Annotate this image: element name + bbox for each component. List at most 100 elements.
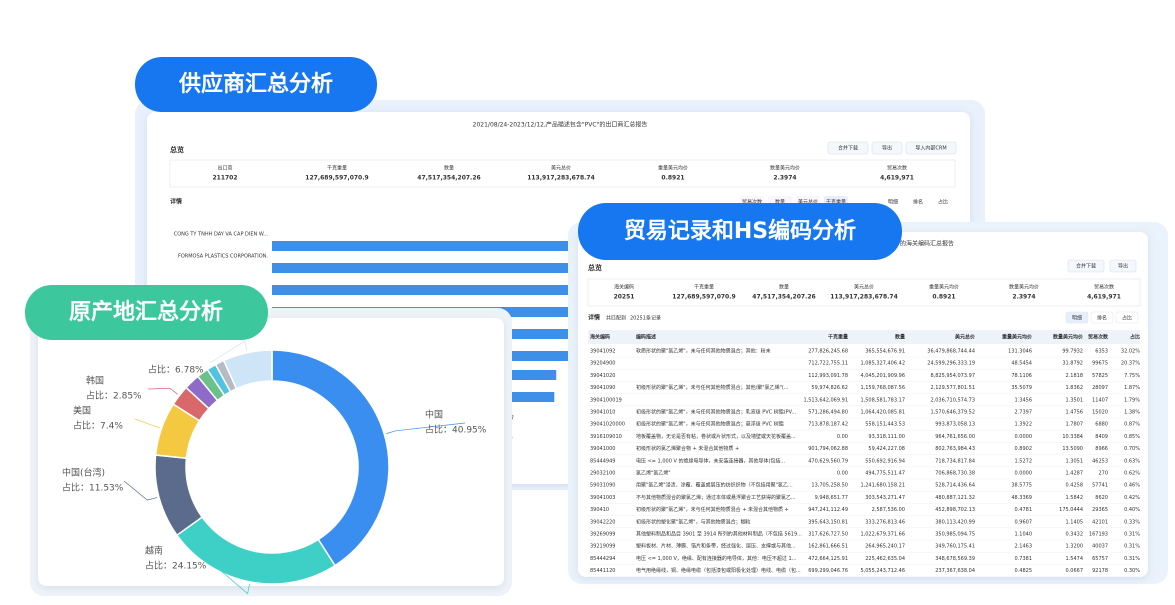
origin-panel: 中国占比：40.95%越南占比：24.15%中国(台湾)占比：11.53%美国占… — [30, 308, 512, 596]
table-cell: 8620 — [1095, 495, 1108, 501]
table-cell: 39269099 — [590, 532, 615, 538]
tab-label[interactable]: 数量 — [775, 199, 785, 206]
view-button[interactable]: 排名 — [913, 199, 923, 206]
button-label[interactable]: 导出 — [1118, 263, 1128, 270]
table-cell: 237,367,638.04 — [935, 568, 975, 574]
button-label[interactable]: 导入内部CRM — [915, 145, 946, 152]
table-cell: 初级形状的塑化聚"氯乙烯"，与其他物质混合；糊粒 — [636, 518, 751, 525]
table-cell: 0.31% — [1124, 544, 1140, 550]
view-button[interactable] — [1115, 311, 1139, 324]
table-cell: 390410 — [590, 507, 609, 513]
view-button[interactable]: 明细 — [888, 199, 898, 206]
table-cell: 452,898,702.13 — [935, 507, 975, 513]
stat-value: 4,619,971 — [1087, 294, 1121, 301]
button[interactable] — [1109, 259, 1137, 273]
table-cell: 4,045,201,909.96 — [860, 373, 905, 379]
table-cell: 712,722,755.11 — [808, 361, 848, 367]
table-cell: 1.3501 — [1066, 397, 1084, 403]
stat-value: 0.8921 — [932, 294, 955, 301]
slice-name: 中国(台湾) — [62, 467, 105, 479]
view-button[interactable]: 占比 — [938, 199, 948, 206]
view-label[interactable]: 占比 — [1122, 315, 1132, 322]
table-cell: 162,861,666.51 — [808, 544, 848, 550]
table-cell: 901,794,062.88 — [808, 446, 848, 452]
slice-value: 占比：6.78% — [148, 364, 204, 376]
bar-label: CONG TY TNHH DAY VA CAP DIEN W... — [174, 232, 269, 238]
table-cell: 365,554,676.91 — [865, 349, 905, 355]
table-cell: 1,159,768,087.56 — [860, 385, 905, 391]
tab-label[interactable]: 美元总价 — [798, 199, 818, 206]
slice-name: 中国 — [425, 409, 443, 421]
button-label[interactable]: 合并下载 — [1076, 263, 1096, 270]
table-cell: 558,151,443.53 — [865, 422, 905, 428]
view-button[interactable] — [1065, 311, 1089, 324]
table-cell: 初级形状的聚"氯乙烯"，未与任何其他物质混合；乳液级 PVC 树脂(PV... — [636, 409, 797, 416]
button[interactable] — [1067, 259, 1105, 273]
button-label[interactable]: 合并下载 — [838, 145, 858, 152]
table-cell: 2.1818 — [1066, 373, 1084, 379]
badge-bg — [578, 203, 902, 260]
button[interactable] — [827, 141, 869, 155]
table-cell: 699,299,046.76 — [808, 568, 848, 574]
table-cell: 39042220 — [590, 519, 615, 525]
table-cell: 1.4756 — [1066, 410, 1084, 416]
stat-value: 20251 — [614, 294, 635, 301]
slice-value: 占比：24.15% — [145, 560, 207, 572]
table-cell: 167193 — [1089, 532, 1108, 538]
table-cell: 39041000 — [590, 446, 615, 452]
table-cell: 13.5090 — [1062, 446, 1083, 452]
table-cell: 0.63% — [1124, 458, 1140, 464]
table-cell: 0.8902 — [1015, 446, 1033, 452]
view-label[interactable]: 排名 — [1097, 315, 1107, 322]
table-header: 数量美元均价 — [1053, 334, 1084, 341]
view-label[interactable]: 明细 — [1072, 315, 1082, 322]
table-cell: 0.3432 — [1066, 532, 1084, 538]
table-cell: 303,543,271.47 — [865, 495, 905, 501]
table-cell: 1,570,646,379.52 — [930, 410, 975, 416]
table-cell: 57741 — [1092, 483, 1108, 489]
tab-label[interactable]: 贸易次数 — [742, 199, 762, 206]
slice-value: 占比：7.4% — [73, 420, 123, 432]
view-button[interactable] — [1090, 311, 1114, 324]
table-cell: 494,775,511.47 — [865, 471, 905, 477]
table-cell: 0.00 — [837, 434, 848, 440]
table-cell: 57825 — [1092, 373, 1108, 379]
button-label[interactable]: 导出 — [882, 145, 892, 152]
table-cell: 2,587,536.00 — [872, 507, 905, 513]
leader-line — [123, 480, 158, 501]
table-cell: 0.30% — [1124, 568, 1140, 574]
button[interactable] — [905, 141, 957, 155]
table-cell: 20.37% — [1121, 361, 1140, 367]
table-cell: 0.33% — [1124, 519, 1140, 525]
table-cell: 24,599,296,333.19 — [927, 361, 975, 367]
stat-value: 127,689,597,070.9 — [305, 175, 368, 182]
table-header: 重量美元均价 — [1002, 334, 1033, 341]
table-cell: 9,948,651.77 — [815, 495, 848, 501]
table-cell: 395,643,150.81 — [808, 519, 848, 525]
table-cell: 264,965,240.17 — [865, 544, 905, 550]
leader-line — [206, 558, 250, 595]
table-cell: 99675 — [1092, 361, 1108, 367]
button[interactable] — [871, 141, 903, 155]
table-cell: 电压 <= 1,000 V 的绝缘电导体，未安装连接器，其他导体(包括... — [636, 457, 786, 464]
table-cell: 380,113,420.99 — [935, 519, 975, 525]
section-label: 总览 — [588, 263, 602, 272]
table-cell: 0.0000 — [1015, 434, 1033, 440]
table-cell: 1.79% — [1124, 397, 1140, 403]
table-cell: 1.4287 — [1066, 471, 1084, 477]
table-cell: 59,974,826.62 — [811, 385, 848, 391]
table-cell: 8,825,954,073.97 — [930, 373, 975, 379]
stat-value: 2.3974 — [1012, 294, 1035, 301]
section-label: 总览 — [170, 145, 184, 154]
table-cell: 1,508,581,783.17 — [860, 397, 905, 403]
table-cell: 348,678,569.39 — [935, 556, 975, 562]
tab-label[interactable]: 千克重量 — [826, 199, 846, 206]
stat-label: 美元总价 — [551, 165, 571, 172]
stat-label: 海关编码 — [614, 284, 634, 291]
table-cell: 39204900 — [590, 361, 615, 367]
table-cell: 39041010 — [590, 410, 615, 416]
panel-card — [578, 232, 1148, 577]
report-title: 的海关编码汇总报告 — [900, 240, 954, 248]
